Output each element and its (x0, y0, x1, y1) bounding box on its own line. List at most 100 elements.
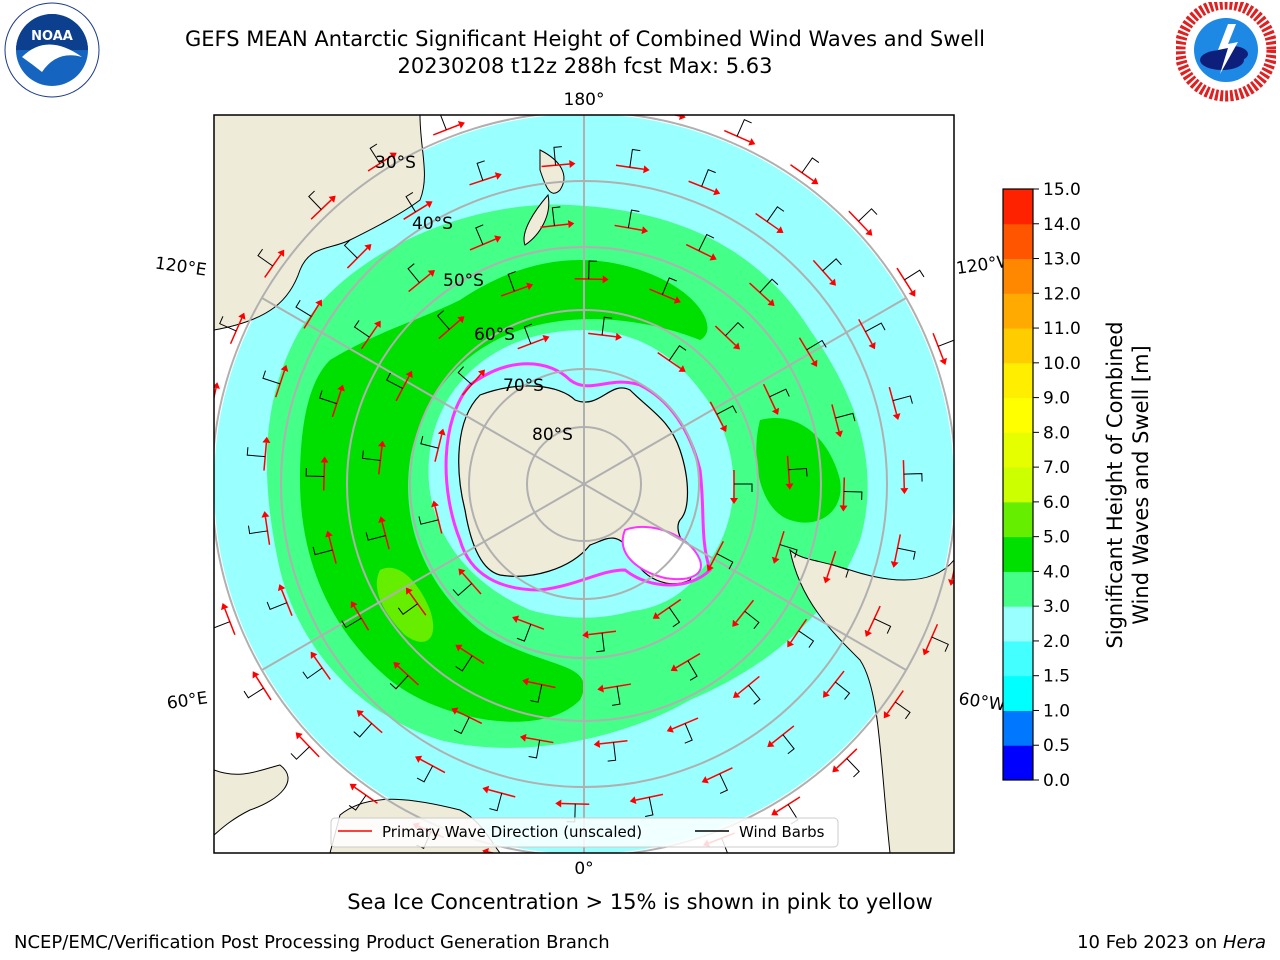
colorbar-block (1003, 467, 1033, 503)
wave-arrow-head (641, 226, 649, 235)
wave-arrow (786, 455, 791, 484)
wave-arrow-head (706, 564, 714, 572)
wind-barb (716, 405, 737, 415)
wind-barb (964, 492, 982, 500)
wave-arrow (403, 203, 428, 220)
colorbar-tick-label: 14.0 (1043, 215, 1081, 235)
wave-arrow (469, 175, 497, 186)
wind-barb (725, 321, 745, 337)
wave-arrow (408, 273, 431, 293)
wind-barb (195, 390, 213, 402)
wave-arrow-head (295, 732, 303, 740)
wave-arrow (636, 856, 664, 861)
wave-arrow-head (512, 615, 520, 624)
wind-barb (490, 855, 502, 873)
colorbar-block (1003, 675, 1033, 711)
wave-arrow-head (531, 103, 538, 111)
map-frame (213, 114, 955, 854)
wave-arrow-head (666, 725, 674, 733)
wind-barb (386, 372, 403, 389)
colorbar-block (1003, 293, 1033, 329)
wave-arrow (685, 243, 712, 258)
wave-arrow-head (482, 785, 490, 794)
wave-arrow-head (822, 690, 830, 698)
colorbar-tick-label: 7.0 (1043, 458, 1070, 478)
colorbar-block (1003, 745, 1033, 781)
wave-arrow-head (337, 384, 345, 392)
wind-barb (645, 858, 653, 877)
wind-barb (436, 310, 450, 330)
wave-arrow-head (630, 857, 637, 865)
wind-barb (736, 119, 752, 137)
wind-barb (782, 734, 795, 755)
wave-arrow-head (252, 671, 260, 679)
wave-arrow-head (811, 177, 819, 185)
wave-arrow-head (629, 796, 637, 805)
wave-arrow-head (415, 755, 423, 763)
colorbar-block (1003, 501, 1033, 538)
colorbar-tick-label: 8.0 (1043, 423, 1070, 443)
wave-arrow (328, 536, 337, 564)
wave-arrow-head (349, 783, 357, 791)
wave-arrow-head (526, 282, 534, 291)
colorbar-block (1003, 223, 1033, 260)
wave-arrow-head (522, 677, 529, 686)
wind-barb (846, 758, 860, 778)
sea-ice-edge (444, 362, 712, 592)
wave-arrow-head (922, 648, 930, 656)
wave-arrow-head (437, 428, 446, 436)
wave-arrow (504, 107, 532, 112)
wind-barb (295, 299, 312, 317)
wave-arrow-head (377, 440, 386, 447)
wave-arrow (615, 164, 644, 171)
wave-arrow-head (457, 316, 465, 324)
colorbar-tick-label: 12.0 (1043, 284, 1081, 304)
wave-arrow-head (261, 511, 270, 518)
wind-barb (475, 224, 484, 245)
wave-arrow (588, 332, 617, 338)
wind-barb (801, 157, 820, 174)
wind-barb (405, 191, 416, 213)
wind-barb (341, 617, 362, 629)
wave-arrow-head (673, 296, 681, 304)
wave-arrow-head (732, 342, 740, 350)
lat-label-60s: 60°S (474, 325, 515, 345)
wave-arrow-head (494, 172, 502, 180)
wind-barb (684, 723, 693, 744)
colorbar-tick-label: 5.0 (1043, 528, 1070, 548)
wave-arrow-head (280, 364, 289, 372)
lat-label-70s: 70°S (503, 376, 544, 396)
colorbar-tick-label: 1.5 (1043, 667, 1070, 687)
wind-barb (247, 525, 268, 535)
wave-arrow-head (890, 561, 899, 568)
wave-arrow-head (868, 342, 876, 350)
wave-arrow-head (458, 568, 466, 576)
colorbar-label-line1: Significant Height of Combined (1103, 321, 1127, 648)
colorbar-ticks: 0.0 0.5 1.0 1.5 2.0 3.0 4.0 5.0 6.0 7.0 8.0 9.0 10.0… (1033, 180, 1081, 791)
wave-arrow-head (597, 684, 604, 693)
wind-barb (262, 370, 281, 385)
wave-arrow-head (864, 629, 872, 637)
colorbar-block (1003, 328, 1033, 364)
wave-arrow-head (835, 430, 843, 438)
wave-arrow-head (200, 456, 208, 462)
wind-barb (687, 660, 698, 681)
wind-barb (698, 233, 715, 251)
wind-barb (523, 323, 533, 344)
wind-barb (515, 91, 523, 110)
lon-label-60e: 60°E (166, 688, 209, 713)
colorbar-label-line2: Wind Waves and Swell [m] (1129, 345, 1153, 625)
legend-wind-barbs-label: Wind Barbs (739, 823, 825, 841)
wind-barb (806, 339, 827, 351)
wind-barb (661, 277, 677, 295)
wind-barb (874, 618, 892, 634)
wave-arrow-head (957, 431, 965, 438)
wave-arrow-head (679, 115, 686, 120)
map-legend: Primary Wave Direction (unscaled) Wind B… (330, 817, 839, 848)
noaa-logo-text: NOAA (31, 29, 73, 44)
wave-arrow-head (328, 195, 336, 203)
colorbar-block (1003, 432, 1033, 468)
wind-barb (769, 388, 790, 398)
wave-arrow-head (582, 630, 589, 639)
wind-barb (788, 467, 808, 477)
